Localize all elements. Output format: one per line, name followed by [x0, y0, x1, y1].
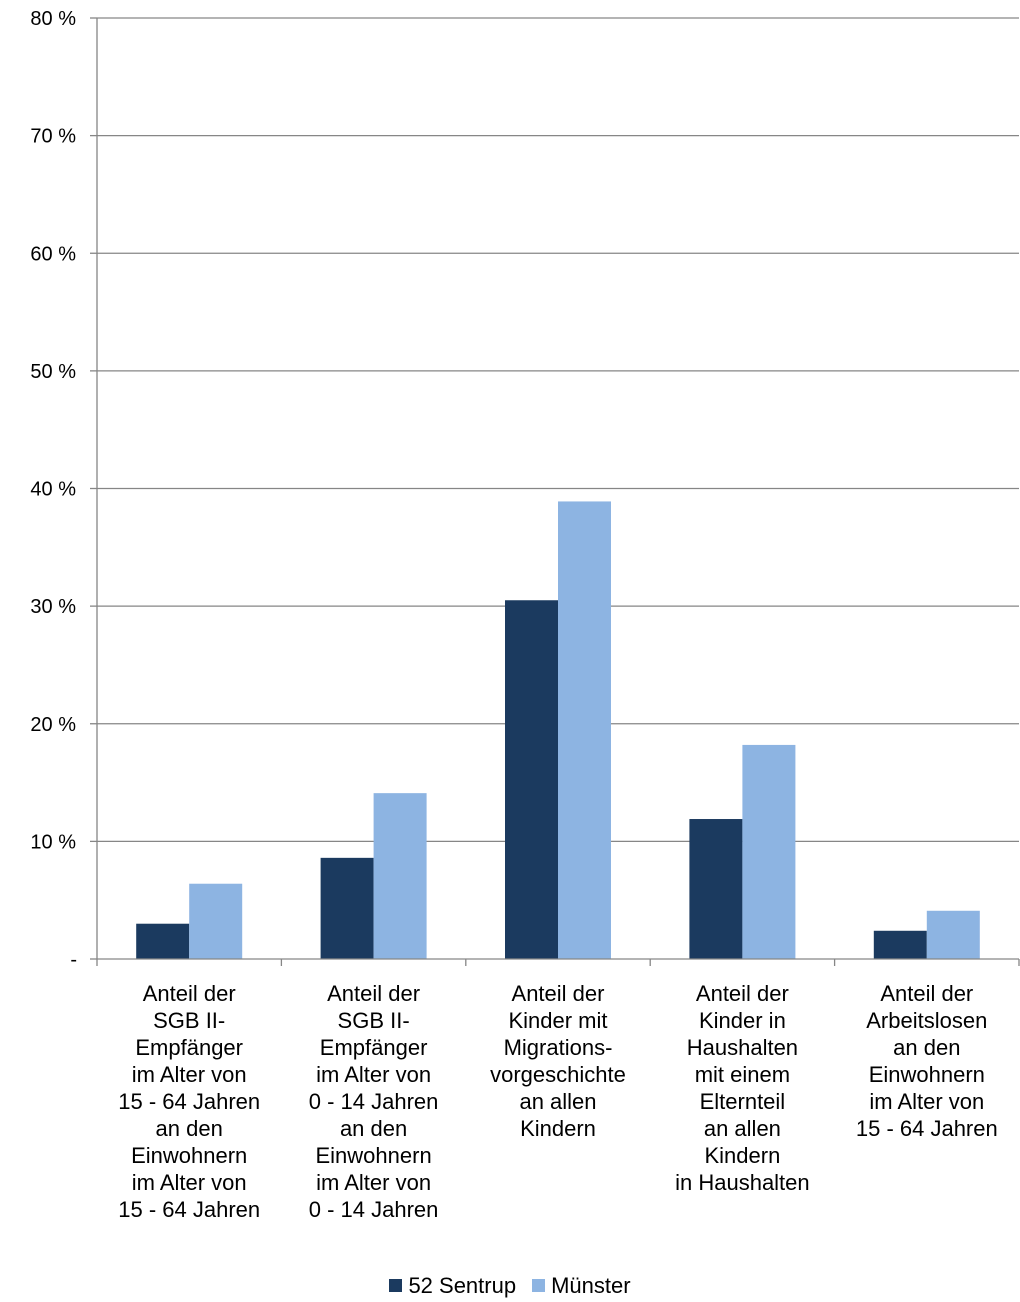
bar-sentrup-2	[320, 857, 374, 959]
bar-sentrup-3	[505, 600, 558, 959]
y-tick-label: 30 %	[30, 596, 76, 618]
y-tick-label: -	[70, 949, 77, 971]
legend-label: Münster	[551, 1273, 631, 1298]
axes	[96, 18, 1020, 966]
bar-muenster-2	[373, 793, 427, 959]
legend-item: 52 Sentrup	[389, 1273, 516, 1299]
y-axis-tick-labels: - 10 % 20 % 30 % 40 % 50 % 60 % 70 % 80 %	[30, 8, 77, 971]
bar-sentrup-4	[689, 819, 743, 959]
bar-sentrup-1	[136, 923, 190, 959]
legend-swatch	[389, 1279, 403, 1292]
y-tick-label: 40 %	[30, 479, 76, 501]
y-tick-label: 80 %	[30, 8, 76, 30]
x-category-label: Anteil der Kinder in Haushalten mit eine…	[675, 981, 810, 1195]
bar-muenster-4	[742, 744, 796, 959]
legend-item: Münster	[532, 1273, 631, 1299]
y-tick-label: 70 %	[30, 126, 76, 148]
x-category-label: Anteil der SGB II- Empfänger im Alter vo…	[308, 981, 439, 1222]
legend: 52 Sentrup Münster	[0, 1273, 1020, 1299]
legend-label: 52 Sentrup	[408, 1273, 517, 1298]
y-tick-label: 60 %	[30, 243, 76, 265]
x-category-label: Anteil der Kinder mit Migrations- vorges…	[490, 981, 626, 1141]
y-tick-label: 20 %	[30, 714, 76, 736]
bar-muenster-5	[926, 910, 980, 959]
x-category-label: Anteil der Arbeitslosen an den Einwohner…	[855, 981, 998, 1141]
y-tick-label: 10 %	[30, 831, 76, 853]
legend-swatch	[532, 1279, 546, 1292]
bars	[136, 501, 980, 959]
bar-muenster-3	[558, 501, 611, 959]
bar-sentrup-5	[873, 930, 927, 959]
bar-muenster-1	[189, 883, 243, 959]
x-category-label: Anteil der SGB II- Empfänger im Alter vo…	[118, 981, 261, 1222]
y-tick-label: 50 %	[30, 361, 76, 383]
